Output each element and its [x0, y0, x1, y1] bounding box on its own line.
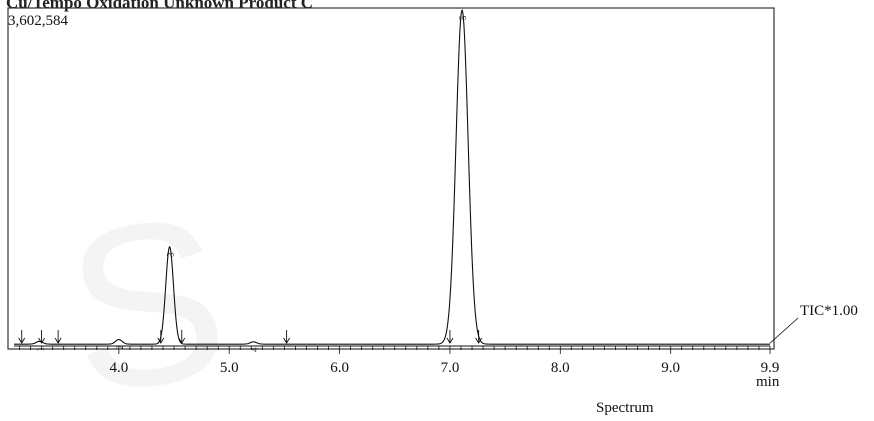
x-tick-label: 5.0 [220, 360, 239, 376]
chart-title: Cu/Tempo Oxidation Unknown Product C [6, 0, 314, 12]
integration-arrow-head [54, 337, 62, 344]
integration-arrow-head [178, 337, 186, 344]
peak-label: 4 [249, 347, 259, 352]
tic-trace [14, 8, 770, 345]
spectrum-label: Spectrum [596, 400, 654, 416]
x-tick-label: 6.0 [330, 360, 349, 376]
peak-label: 5 [458, 15, 468, 20]
x-tick-label: 9.0 [661, 360, 680, 376]
integration-arrow-head [157, 337, 165, 344]
plot-frame [7, 7, 775, 350]
trace-label: TIC*1.00 [800, 303, 858, 319]
peak-label: 3 [166, 252, 176, 257]
integration-arrow-head [18, 337, 26, 344]
x-tick-label: 9.9 [761, 360, 780, 376]
x-tick-label: 4.0 [109, 360, 128, 376]
integration-arrow-head [446, 337, 454, 344]
peak-label: 2 [115, 345, 125, 350]
integration-arrow-head [38, 337, 45, 344]
y-max-label: 3,602,584 [8, 13, 68, 29]
trace-label-leader [769, 317, 799, 344]
x-tick-label: 7.0 [441, 360, 460, 376]
peak-label: 1 [35, 347, 45, 352]
x-tick-label: 8.0 [551, 360, 570, 376]
integration-arrow-head [283, 337, 290, 344]
x-unit-label: min [756, 374, 780, 390]
integration-arrow-head [475, 337, 483, 344]
